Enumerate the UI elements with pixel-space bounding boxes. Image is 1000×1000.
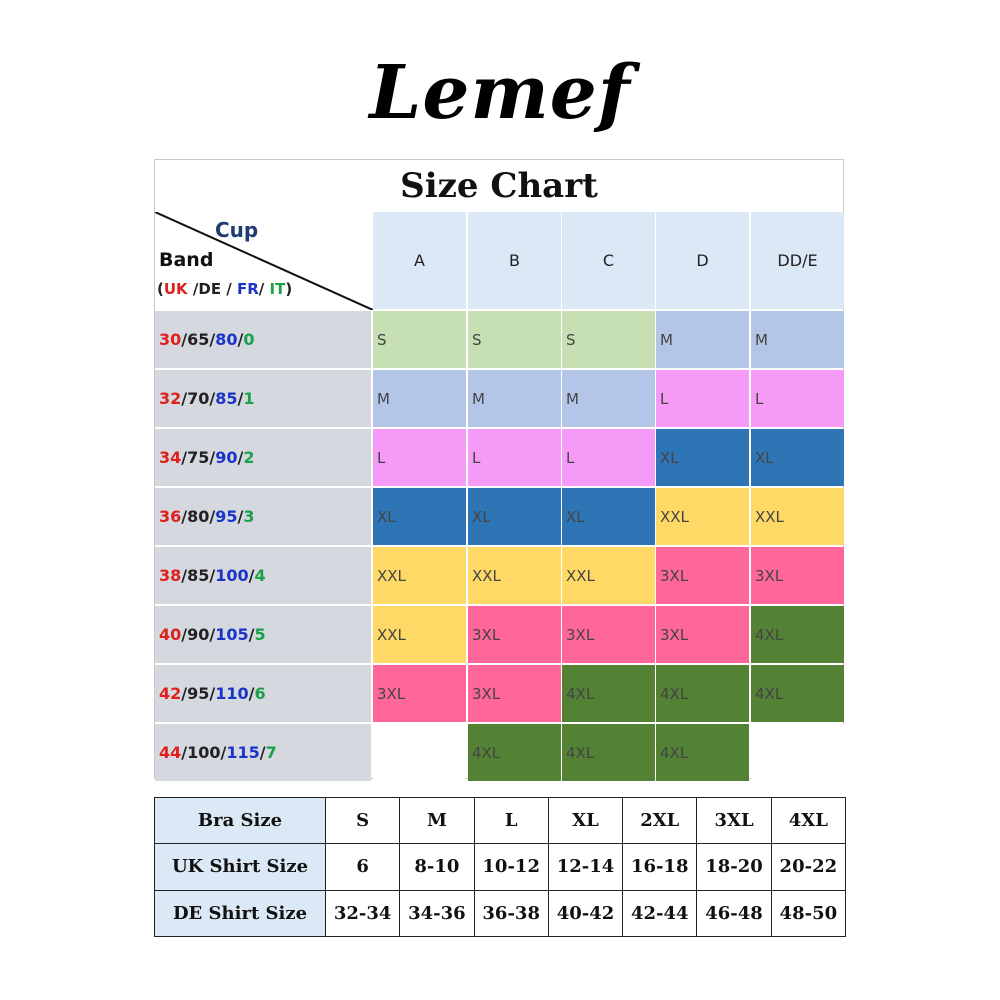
size-cell: M xyxy=(562,370,655,427)
band-row-header: 42 / 95 / 110 / 6 xyxy=(155,665,371,722)
shirt-table-cell: XL xyxy=(547,796,624,845)
size-cell: XL xyxy=(562,488,655,545)
shirt-table-cell: 10-12 xyxy=(473,843,549,891)
size-cell: M xyxy=(468,370,561,427)
diagonal-divider xyxy=(155,212,373,310)
size-cell: XL xyxy=(468,488,561,545)
corner-header: Cup Band (UK /DE / FR/ IT) xyxy=(155,212,373,310)
size-cell: S xyxy=(562,311,655,368)
size-cell: 4XL xyxy=(751,665,844,722)
size-cell xyxy=(373,724,466,781)
size-cell: L xyxy=(373,429,466,486)
size-cell: 4XL xyxy=(656,724,749,781)
band-row-header: 34 / 75 / 90 / 2 xyxy=(155,429,371,486)
size-cell: M xyxy=(751,311,844,368)
size-cell: 3XL xyxy=(373,665,466,722)
size-cell: 3XL xyxy=(656,547,749,604)
size-cell: M xyxy=(656,311,749,368)
size-cell: L xyxy=(656,370,749,427)
size-cell: L xyxy=(751,370,844,427)
shirt-size-table: Bra Size S M L XL 2XL 3XL 4XL UK Shirt Size 6 8-10… xyxy=(154,796,847,938)
size-cell: L xyxy=(468,429,561,486)
cup-header-1: B xyxy=(468,212,561,309)
size-cell: XL xyxy=(656,429,749,486)
size-cell: S xyxy=(468,311,561,368)
size-cell: 4XL xyxy=(562,665,655,722)
shirt-table-cell: 2XL xyxy=(622,796,698,845)
brand-title: Lemef xyxy=(369,50,631,136)
shirt-table-row: Bra Size S M L XL 2XL 3XL 4XL xyxy=(154,796,847,845)
size-cell: XXL xyxy=(468,547,561,604)
size-cell: M xyxy=(373,370,466,427)
size-cell: 4XL xyxy=(751,606,844,663)
shirt-table-cell: 42-44 xyxy=(622,889,698,938)
shirt-table-cell: 40-42 xyxy=(547,889,624,938)
shirt-table-cell: 32-34 xyxy=(324,889,401,938)
size-cell: 3XL xyxy=(468,606,561,663)
cup-header-2: C xyxy=(562,212,655,309)
shirt-table-cell: 12-14 xyxy=(547,843,624,891)
shirt-row-label: Bra Size xyxy=(154,796,326,845)
size-cell: 3XL xyxy=(656,606,749,663)
band-label: Band xyxy=(159,249,214,271)
size-cell: 4XL xyxy=(562,724,655,781)
size-chart-title: Size Chart xyxy=(400,166,598,206)
size-systems-label: (UK /DE / FR/ IT) xyxy=(157,280,293,298)
shirt-table-cell: 34-36 xyxy=(399,889,475,938)
shirt-table-row: UK Shirt Size 6 8-10 10-12 12-14 16-18 18-20 20… xyxy=(154,843,847,891)
shirt-table-cell: 4XL xyxy=(770,796,847,845)
size-cell: XL xyxy=(751,429,844,486)
size-cell: 3XL xyxy=(751,547,844,604)
shirt-table-cell: 6 xyxy=(324,843,401,891)
shirt-table-cell: S xyxy=(324,796,401,845)
size-cell: XXL xyxy=(373,547,466,604)
size-cell: XXL xyxy=(751,488,844,545)
band-row-header: 36 / 80 / 95 / 3 xyxy=(155,488,371,545)
shirt-table-cell: 46-48 xyxy=(696,889,772,938)
shirt-table-cell: 16-18 xyxy=(622,843,698,891)
shirt-row-label: UK Shirt Size xyxy=(154,843,326,891)
band-row-header: 38 / 85 / 100 / 4 xyxy=(155,547,371,604)
size-cell: 3XL xyxy=(562,606,655,663)
shirt-row-label: DE Shirt Size xyxy=(154,889,326,938)
band-row-header: 32 / 70 / 85 / 1 xyxy=(155,370,371,427)
shirt-table-cell: 20-22 xyxy=(770,843,847,891)
band-row-header: 44 / 100 / 115 / 7 xyxy=(155,724,371,781)
size-cell: S xyxy=(373,311,466,368)
band-row-header: 40 / 90 / 105 / 5 xyxy=(155,606,371,663)
size-cell: L xyxy=(562,429,655,486)
shirt-table-row: DE Shirt Size 32-34 34-36 36-38 40-42 42-44 46… xyxy=(154,889,847,938)
size-cell: 4XL xyxy=(656,665,749,722)
band-row-header: 30 / 65 / 80 / 0 xyxy=(155,311,371,368)
shirt-table-cell: 18-20 xyxy=(696,843,772,891)
size-cell: XXL xyxy=(562,547,655,604)
cup-header-3: D xyxy=(656,212,749,309)
size-cell: 3XL xyxy=(468,665,561,722)
shirt-table-cell: 8-10 xyxy=(399,843,475,891)
shirt-table-cell: M xyxy=(399,796,475,845)
size-cell: 4XL xyxy=(468,724,561,781)
cup-header-4: DD/E xyxy=(751,212,844,309)
cup-label: Cup xyxy=(215,218,259,242)
size-cell: XXL xyxy=(373,606,466,663)
shirt-table-cell: 48-50 xyxy=(770,889,847,938)
size-cell xyxy=(751,724,844,781)
cup-header-0: A xyxy=(373,212,466,309)
shirt-table-cell: 36-38 xyxy=(473,889,549,938)
size-cell: XL xyxy=(373,488,466,545)
shirt-table-cell: 3XL xyxy=(696,796,772,845)
size-cell: XXL xyxy=(656,488,749,545)
shirt-table-cell: L xyxy=(473,796,549,845)
